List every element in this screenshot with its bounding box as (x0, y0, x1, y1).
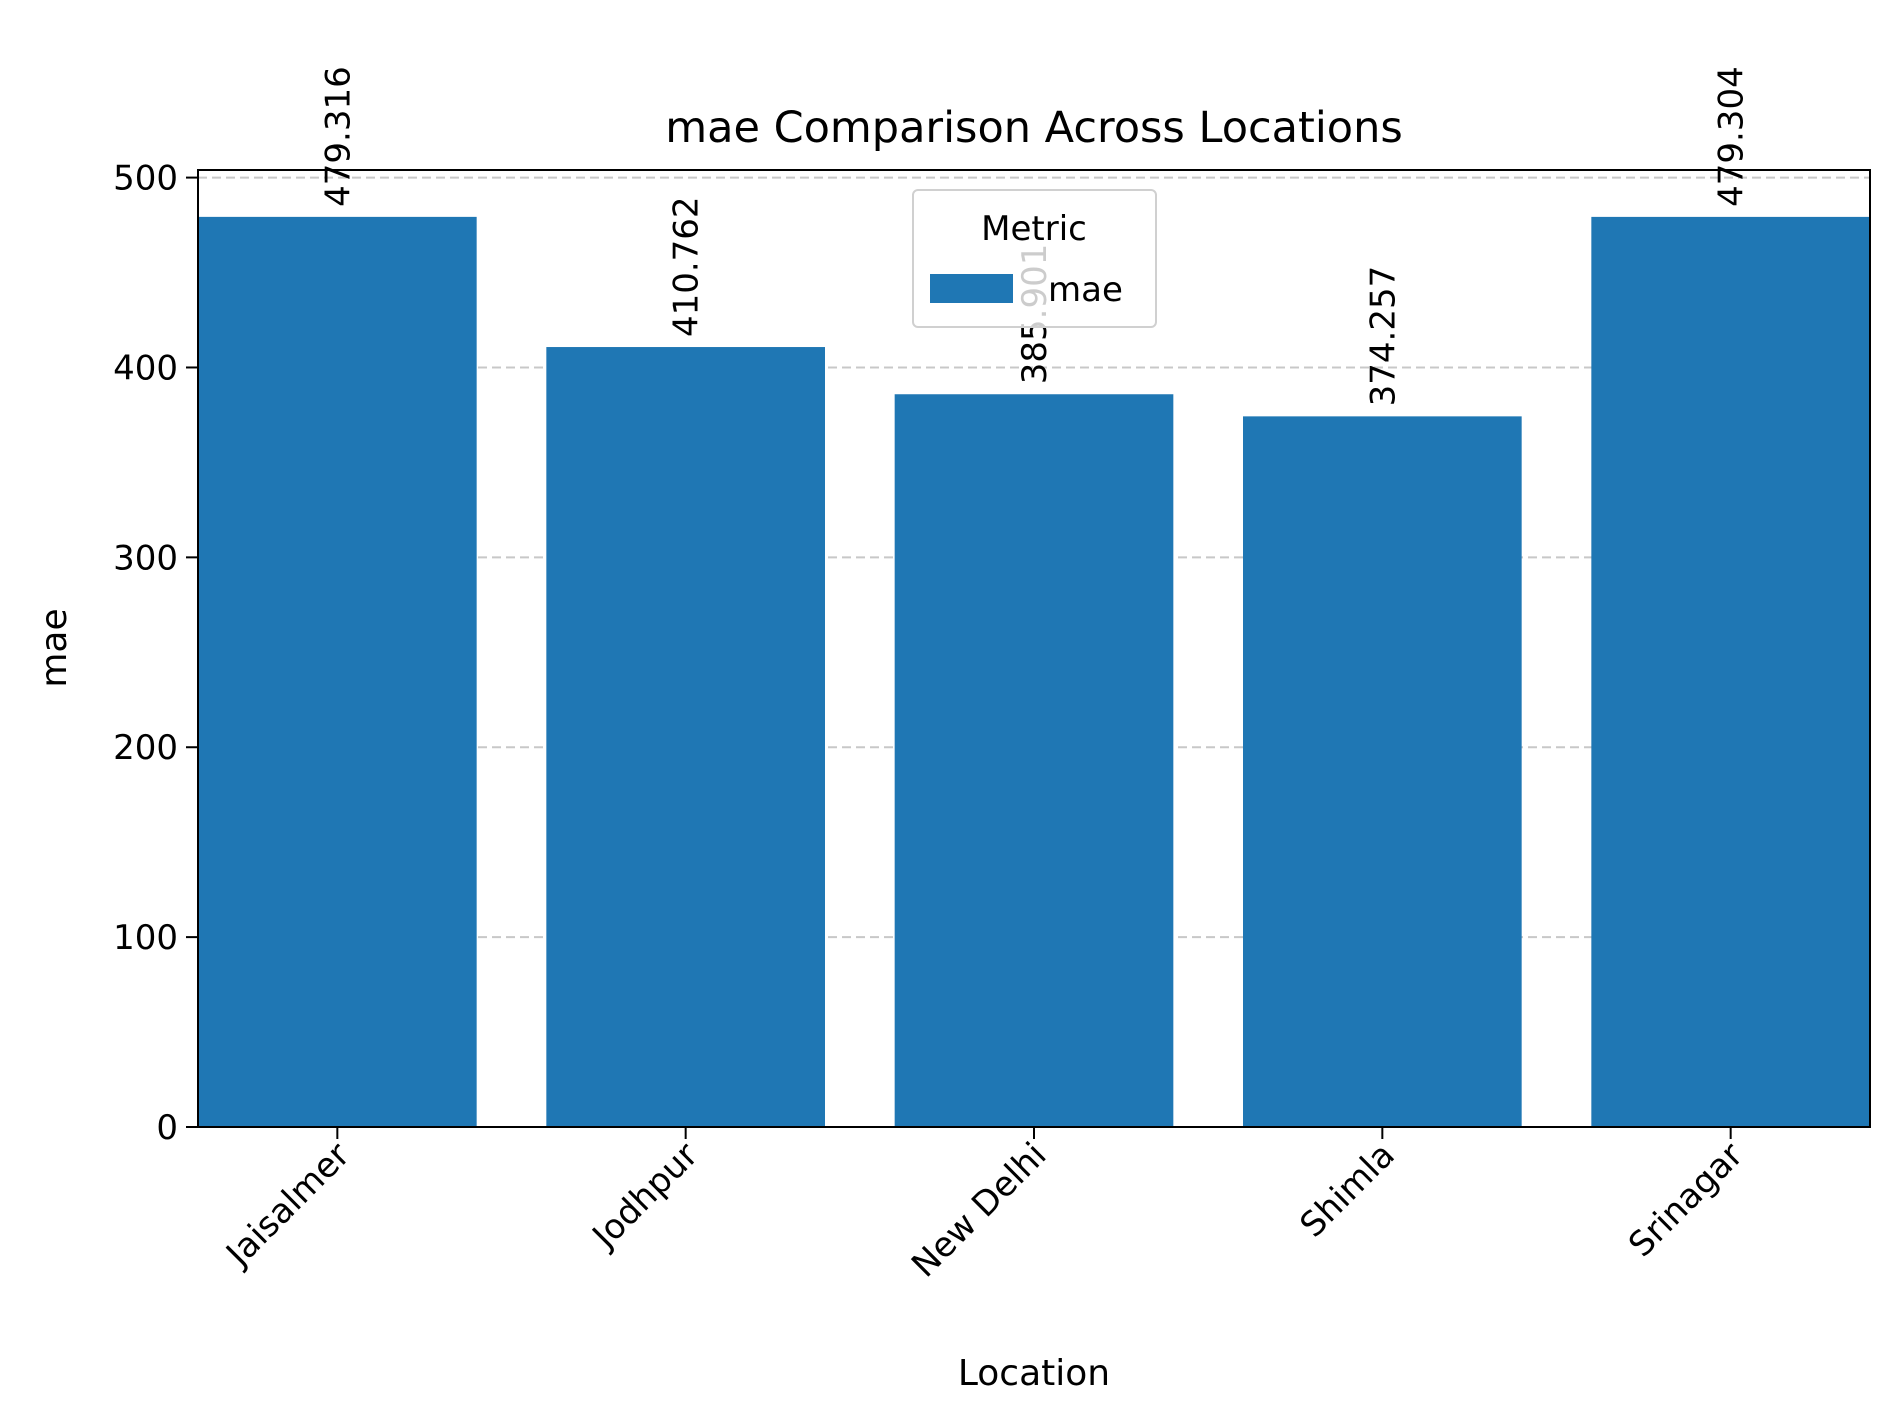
y-tick-label: 0 (156, 1108, 178, 1148)
y-axis: 0 100 200 300 400 500 (113, 159, 198, 1148)
bar-value-label: 479.316 (318, 66, 358, 207)
y-axis-label: mae (34, 608, 75, 687)
chart-title: mae Comparison Across Locations (665, 103, 1403, 153)
y-tick-label: 400 (113, 348, 178, 388)
bar-value-label: 374.257 (1363, 266, 1403, 407)
y-tick-label: 300 (113, 538, 178, 578)
bars (198, 216, 1870, 1127)
bar (894, 394, 1174, 1127)
legend-swatch (930, 274, 1013, 303)
bar-value-label: 410.762 (667, 196, 707, 337)
bar-value-label: 479.304 (1712, 66, 1752, 207)
x-axis-label: Location (958, 1353, 1110, 1394)
y-tick-label: 500 (113, 159, 178, 199)
bar (1591, 216, 1870, 1127)
y-tick-label: 200 (113, 728, 178, 768)
bar (198, 216, 477, 1127)
legend-title: Metric (981, 209, 1087, 249)
legend-entry-mae: mae (1048, 270, 1123, 310)
y-tick-label: 100 (113, 918, 178, 958)
bar (1243, 416, 1522, 1127)
legend: Metric mae (912, 189, 1157, 328)
bar (546, 347, 825, 1127)
